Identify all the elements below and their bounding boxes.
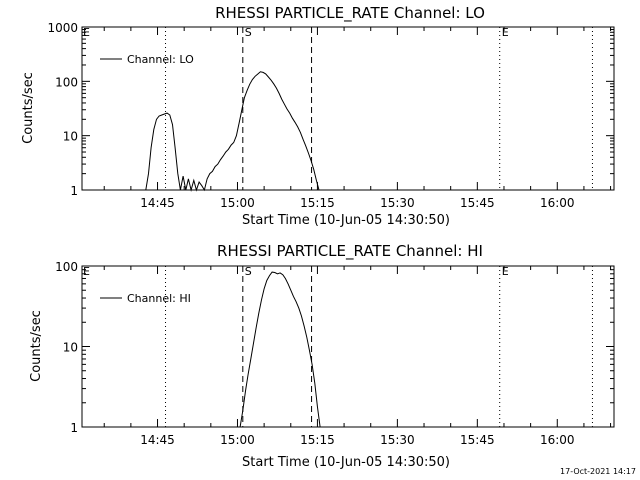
lo-marks: 14:45 15:00 15:15 15:30 15:45 16:00 1 10 100 1000… bbox=[47, 21, 614, 210]
lo-y-tick-label-1: 10 bbox=[63, 130, 78, 144]
hi-marks: 14:45 15:00 15:15 15:30 15:45 16:00 1 10 100 E S E bbox=[55, 260, 614, 447]
hi-channel-panel: RHESSI PARTICLE_RATE Channel: HI Counts/… bbox=[29, 242, 615, 470]
hi-s-marker-label: S bbox=[245, 265, 252, 278]
lo-y-tick-label-0: 1 bbox=[70, 184, 78, 198]
lo-left-edge-e-label: E bbox=[83, 26, 90, 39]
lo-y-axis-label: Counts/sec bbox=[21, 72, 36, 144]
hi-y-tick-label-2: 100 bbox=[55, 260, 78, 274]
lo-x-tick-label-3: 15:30 bbox=[380, 196, 415, 210]
lo-chart-title: RHESSI PARTICLE_RATE Channel: LO bbox=[215, 4, 485, 23]
lo-y-tick-label-2: 100 bbox=[55, 75, 78, 89]
lo-channel-panel: RHESSI PARTICLE_RATE Channel: LO Counts/… bbox=[21, 4, 615, 228]
lo-plot-frame bbox=[81, 26, 615, 191]
hi-chart-title: RHESSI PARTICLE_RATE Channel: HI bbox=[217, 242, 483, 261]
hi-x-tick-label-3: 15:30 bbox=[380, 433, 415, 447]
hi-e-marker-label: E bbox=[502, 265, 509, 278]
hi-plot-frame bbox=[81, 265, 615, 428]
hi-x-tick-label-0: 14:45 bbox=[140, 433, 175, 447]
lo-s-marker-label: S bbox=[245, 26, 252, 39]
hi-x-tick-label-1: 15:00 bbox=[220, 433, 255, 447]
lo-x-tick-label-1: 15:00 bbox=[220, 196, 255, 210]
lo-x-tick-label-4: 15:45 bbox=[460, 196, 495, 210]
generation-timestamp: 17-Oct-2021 14:17 bbox=[560, 467, 636, 476]
hi-legend-label: Channel: HI bbox=[127, 292, 191, 305]
hi-x-tick-label-2: 15:15 bbox=[300, 433, 335, 447]
hi-series-line-0 bbox=[239, 271, 321, 428]
hi-left-edge-e-label: E bbox=[83, 265, 90, 278]
lo-x-tick-label-0: 14:45 bbox=[140, 196, 175, 210]
lo-x-tick-label-2: 15:15 bbox=[300, 196, 335, 210]
hi-x-tick-label-5: 16:00 bbox=[540, 433, 575, 447]
hi-y-tick-label-0: 1 bbox=[70, 421, 78, 435]
hi-x-tick-label-4: 15:45 bbox=[460, 433, 495, 447]
lo-y-tick-label-3: 1000 bbox=[47, 21, 78, 35]
lo-x-tick-label-5: 16:00 bbox=[540, 196, 575, 210]
hi-x-axis-label: Start Time (10-Jun-05 14:30:50) bbox=[242, 455, 450, 470]
lo-legend-label: Channel: LO bbox=[127, 53, 194, 66]
lo-e-marker-label: E bbox=[502, 26, 509, 39]
hi-y-tick-label-1: 10 bbox=[63, 341, 78, 355]
lo-series-line-0 bbox=[145, 71, 320, 192]
lo-x-axis-label: Start Time (10-Jun-05 14:30:50) bbox=[242, 213, 450, 228]
hi-y-axis-label: Counts/sec bbox=[29, 310, 44, 382]
